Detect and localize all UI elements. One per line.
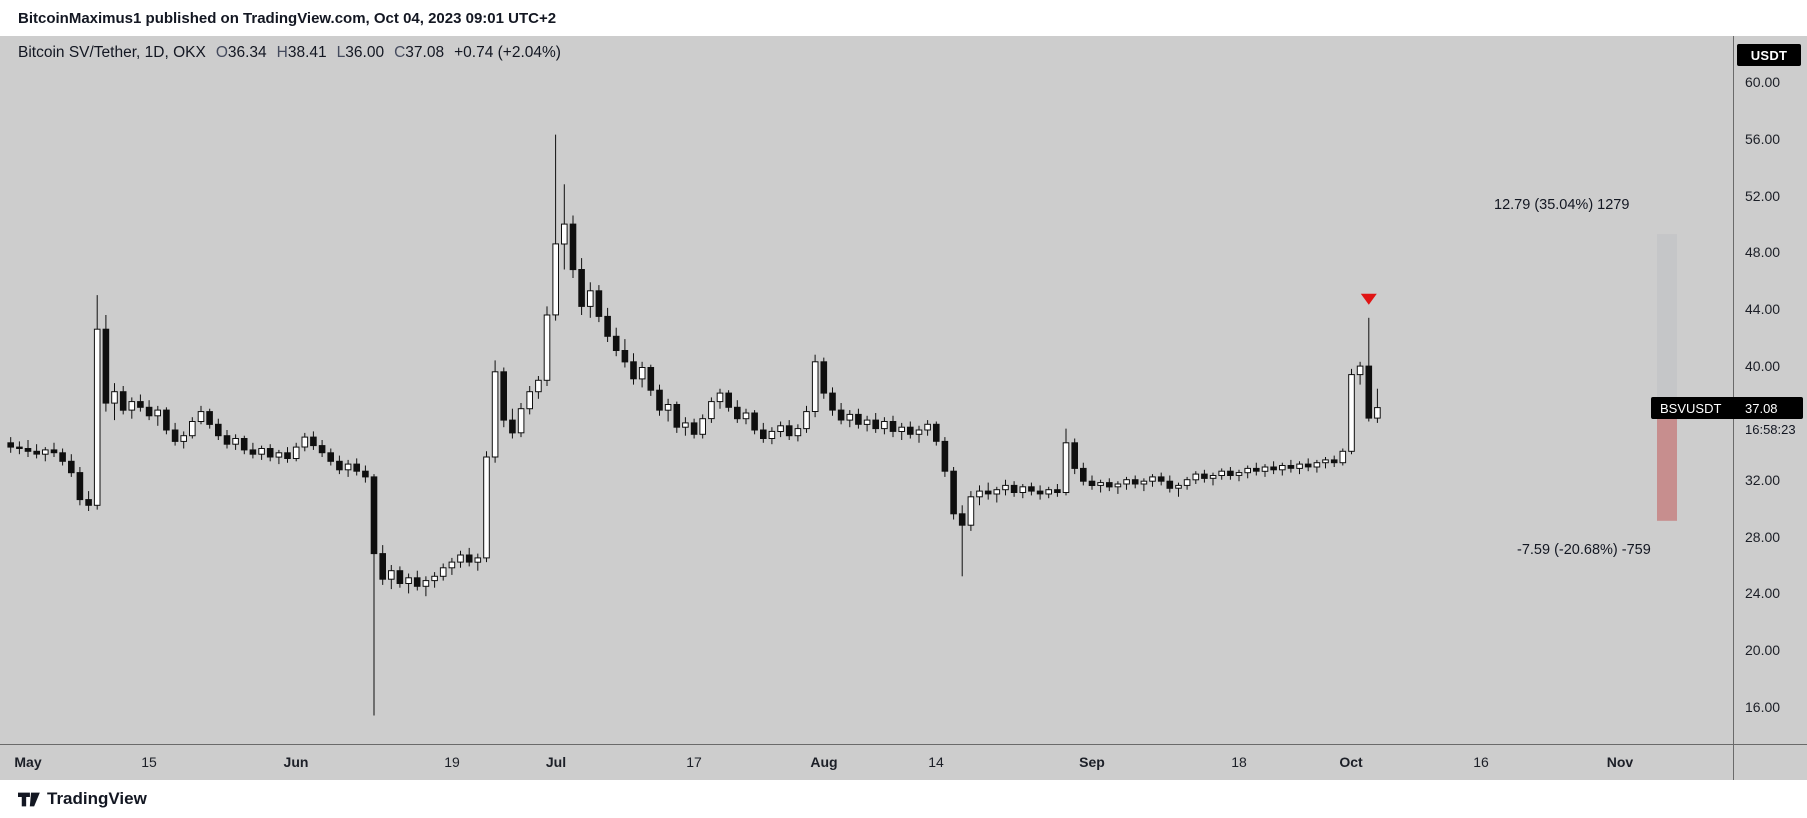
attribution-bar: BitcoinMaximus1 published on TradingView… [0, 0, 1807, 36]
footer-bar: TradingView [0, 780, 1807, 818]
tradingview-logo-icon[interactable] [18, 792, 40, 807]
price-badge-symbol: BSVUSDT [1660, 401, 1722, 416]
open-label: O [215, 44, 228, 61]
time-axis-label: 18 [1231, 754, 1247, 770]
close-label: C [394, 44, 406, 61]
change-value: +0.74 (+2.04%) [454, 44, 561, 61]
time-axis-label: 16 [1473, 754, 1489, 770]
time-axis-label: 15 [141, 754, 157, 770]
price-axis-label: 60.00 [1745, 74, 1781, 90]
projected-up-range[interactable] [1657, 234, 1677, 416]
time-axis-label: Nov [1606, 754, 1634, 770]
symbol-title: Bitcoin SV/Tether, 1D, OKX [18, 44, 206, 61]
candlestick-plot[interactable] [0, 36, 1733, 744]
high-value: 38.41 [287, 44, 327, 61]
time-axis-label: 19 [444, 754, 460, 770]
time-axis-label: 17 [686, 754, 702, 770]
time-axis-label: May [14, 754, 42, 770]
price-axis-label: 20.00 [1745, 642, 1781, 658]
time-axis-label: Sep [1079, 754, 1105, 770]
chart-region: Bitcoin SV/Tether, 1D, OKX O36.34 H38.41 L3… [0, 36, 1807, 780]
measured-down-range[interactable] [1657, 413, 1677, 521]
last-price-badge: BSVUSDT 37.08 [1651, 397, 1803, 419]
low-label: L [336, 44, 346, 61]
price-axis-label: 56.00 [1745, 131, 1781, 147]
bar-countdown: 16:58:23 [1745, 422, 1796, 437]
time-axis-label: Jul [545, 754, 567, 770]
price-axis-label: 24.00 [1745, 585, 1781, 601]
low-value: 36.00 [345, 44, 385, 61]
price-axis-label: 52.00 [1745, 188, 1781, 204]
range-annotation-down: -7.59 (-20.68%) -759 [1517, 542, 1651, 558]
time-axis-label: Aug [810, 754, 838, 770]
price-axis-label: 40.00 [1745, 358, 1781, 374]
high-label: H [276, 44, 288, 61]
price-axis-label: 16.00 [1745, 699, 1781, 715]
price-badge-value: 37.08 [1745, 401, 1778, 416]
close-value: 37.08 [405, 44, 445, 61]
range-annotation-up: 12.79 (35.04%) 1279 [1494, 197, 1630, 213]
currency-badge[interactable]: USDT [1737, 44, 1801, 66]
time-axis-label: 14 [928, 754, 944, 770]
time-axis-label: Jun [283, 754, 309, 770]
attribution-text: BitcoinMaximus1 published on TradingView… [18, 9, 557, 27]
symbol-header: Bitcoin SV/Tether, 1D, OKX O36.34 H38.41 L3… [18, 44, 561, 62]
price-axis-label: 44.00 [1745, 301, 1781, 317]
price-axis-label: 28.00 [1745, 529, 1781, 545]
open-value: 36.34 [227, 44, 267, 61]
time-axis[interactable]: May 15 Jun 19 Jul 17 Aug 14 Sep 18 Oct 16 Nov [0, 744, 1807, 780]
tradingview-wordmark[interactable]: TradingView [47, 789, 147, 808]
time-axis-label: Oct [1339, 754, 1363, 770]
price-axis-label: 48.00 [1745, 244, 1781, 260]
sell-marker-triangle-icon[interactable] [1360, 293, 1377, 305]
price-axis-label: 32.00 [1745, 472, 1781, 488]
